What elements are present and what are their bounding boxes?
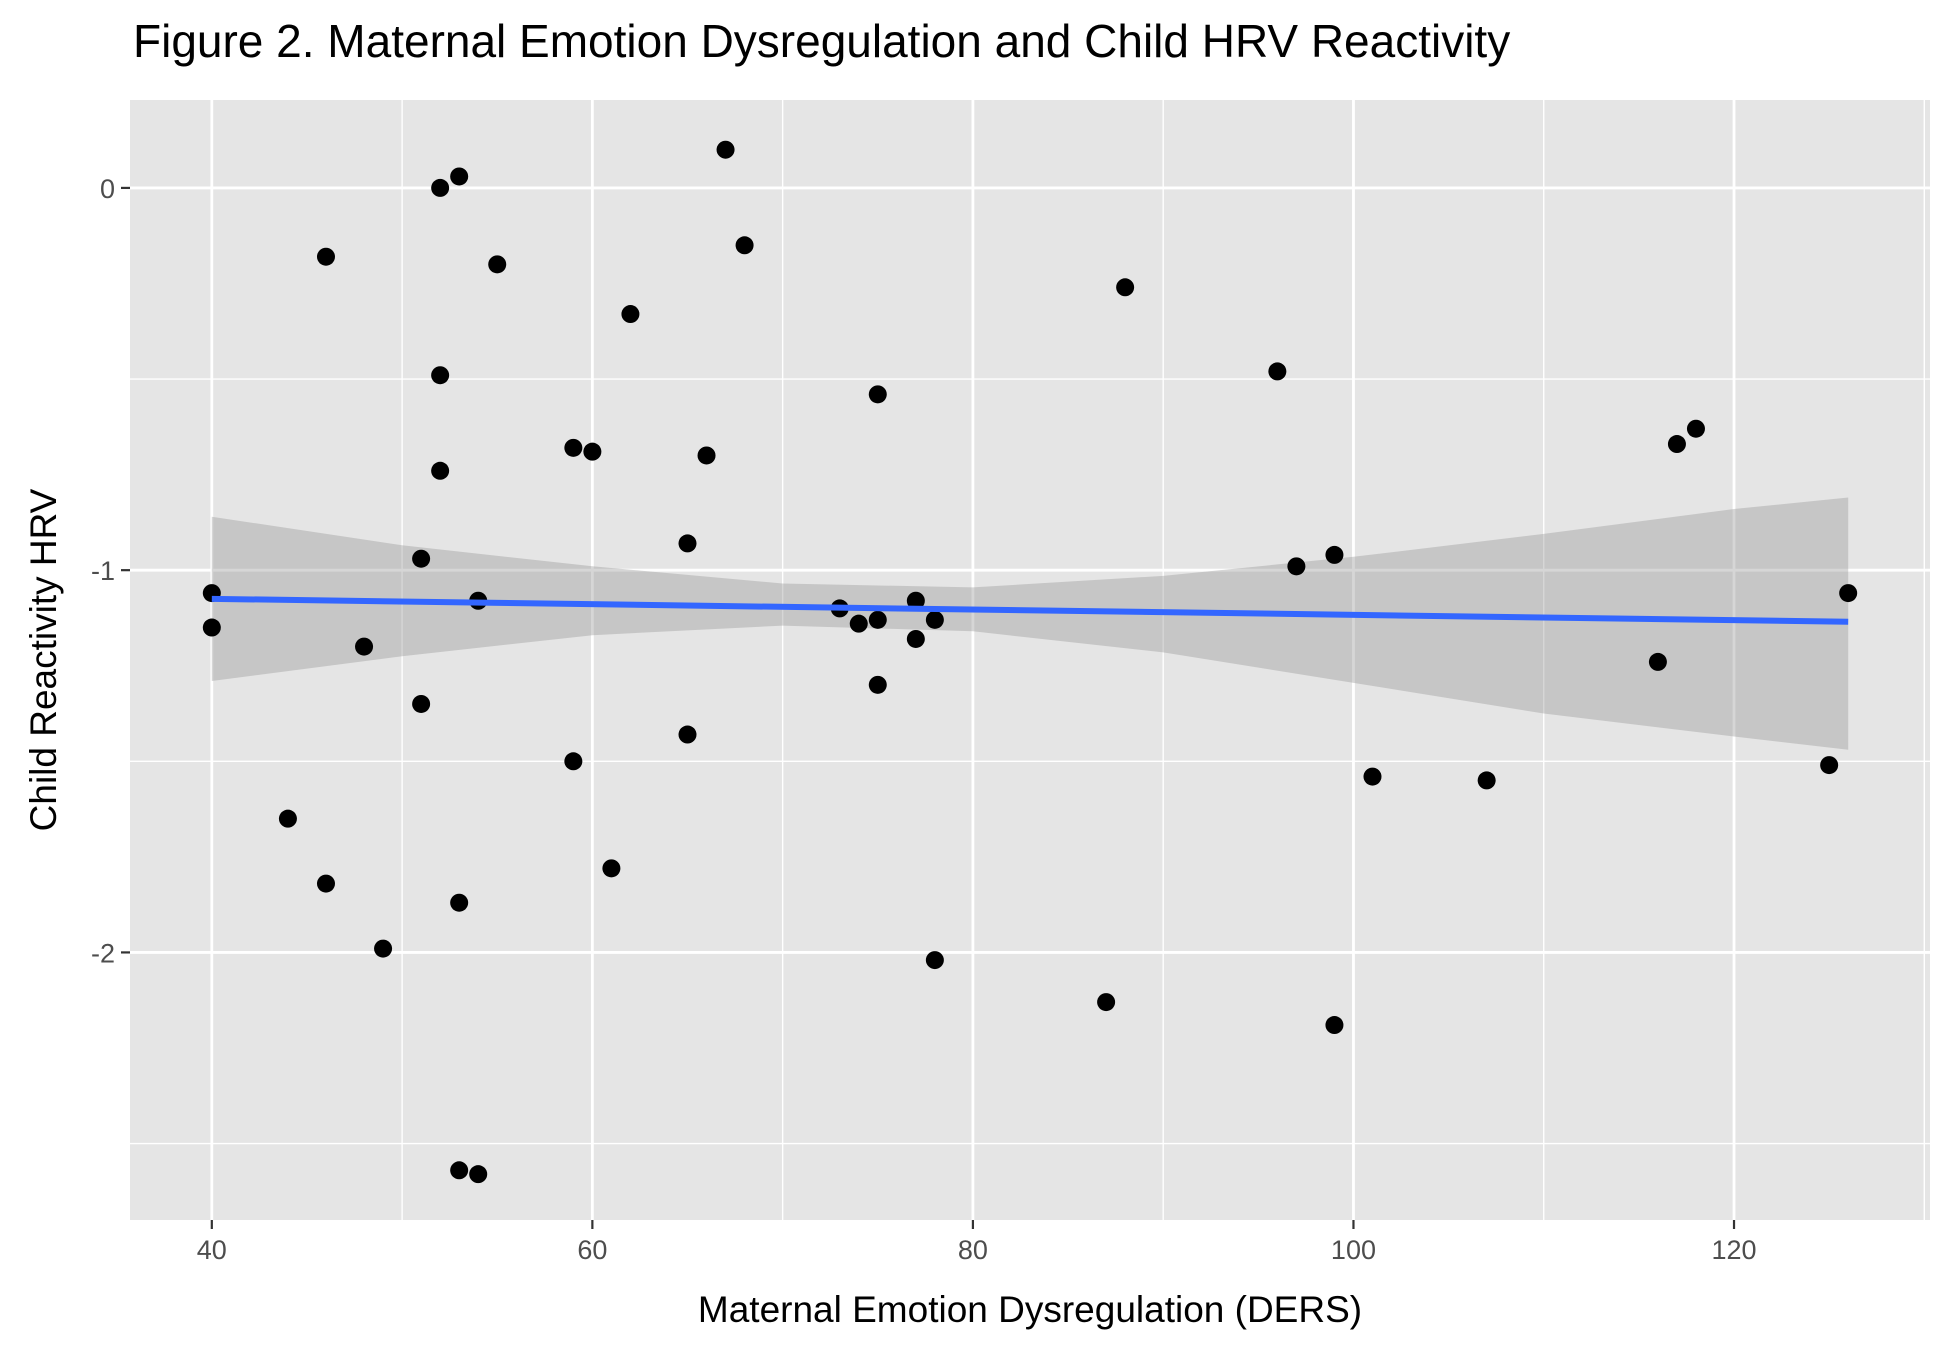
data-point xyxy=(1839,584,1858,603)
y-tick-label: 0 xyxy=(100,174,115,204)
data-point xyxy=(1648,652,1667,671)
data-point xyxy=(450,167,469,186)
data-point xyxy=(374,939,393,958)
data-point xyxy=(1097,993,1116,1012)
data-point xyxy=(412,549,431,568)
data-point xyxy=(1268,362,1287,381)
y-tick-label: -1 xyxy=(91,556,115,586)
data-point xyxy=(716,140,735,159)
data-point xyxy=(868,610,887,629)
data-point xyxy=(450,1161,469,1180)
data-point xyxy=(278,809,297,828)
data-point xyxy=(583,442,602,461)
data-point xyxy=(1363,767,1382,786)
data-point xyxy=(469,1165,488,1184)
data-point xyxy=(564,438,583,457)
data-point xyxy=(412,694,431,713)
x-tick-label: 120 xyxy=(1711,1235,1756,1265)
data-point xyxy=(1820,756,1839,775)
x-tick-label: 60 xyxy=(577,1235,607,1265)
x-tick-label: 80 xyxy=(958,1235,988,1265)
x-axis-title: Maternal Emotion Dysregulation (DERS) xyxy=(698,1289,1362,1330)
data-point xyxy=(1686,419,1705,438)
data-point xyxy=(202,618,221,637)
data-point xyxy=(431,366,450,385)
data-point xyxy=(1325,1016,1344,1035)
major-gridlines xyxy=(130,100,1930,1220)
data-point xyxy=(735,236,754,255)
data-point xyxy=(602,859,621,878)
data-point xyxy=(868,675,887,694)
confidence-band xyxy=(211,497,1849,750)
data-point xyxy=(564,752,583,771)
data-point xyxy=(488,255,507,274)
data-point xyxy=(431,178,450,197)
data-point xyxy=(431,461,450,480)
data-point xyxy=(678,534,697,553)
data-point xyxy=(316,247,335,266)
data-point xyxy=(450,893,469,912)
data-point xyxy=(678,725,697,744)
x-tick-label: 40 xyxy=(197,1235,227,1265)
x-axis-ticks: 40 60 80 100 120 xyxy=(197,1220,1757,1265)
data-point xyxy=(925,951,944,970)
data-point xyxy=(1325,545,1344,564)
y-tick-label: -2 xyxy=(91,938,115,968)
y-axis-ticks: 0 -1 -2 xyxy=(91,174,130,968)
data-point xyxy=(868,385,887,404)
data-point xyxy=(849,614,868,633)
data-point xyxy=(697,446,716,465)
y-axis-title: Child Reactivity HRV xyxy=(23,488,64,831)
data-point xyxy=(316,874,335,893)
data-point xyxy=(1287,557,1306,576)
data-point xyxy=(1116,278,1135,297)
x-tick-label: 100 xyxy=(1331,1235,1376,1265)
data-point xyxy=(355,637,374,656)
data-point xyxy=(906,629,925,648)
plot-panel xyxy=(130,100,1930,1220)
minor-gridlines xyxy=(130,100,1930,1220)
data-point xyxy=(906,591,925,610)
data-point xyxy=(621,305,640,324)
regression-line xyxy=(211,595,1849,625)
chart-title: Figure 2. Maternal Emotion Dysregulation… xyxy=(133,15,1511,67)
data-point xyxy=(1667,435,1686,454)
data-point xyxy=(1477,771,1496,790)
data-point xyxy=(925,610,944,629)
